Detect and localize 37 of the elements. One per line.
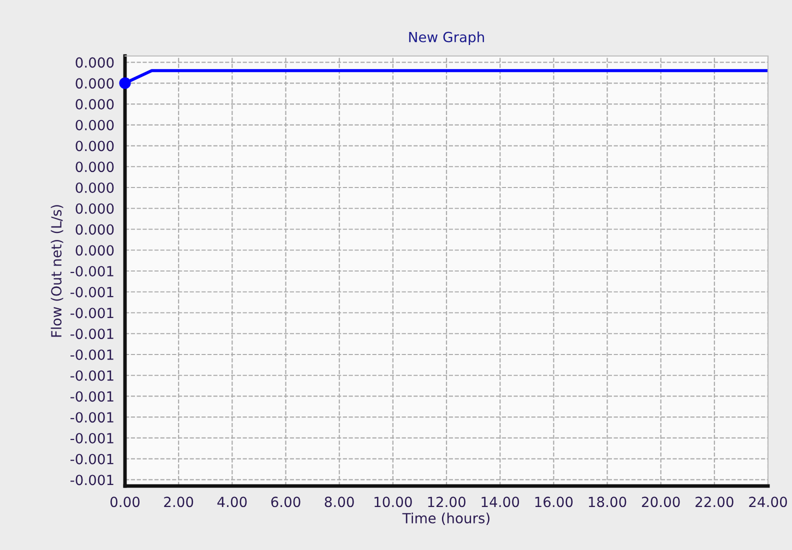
x-tick-label: 2.00 bbox=[164, 496, 194, 508]
y-tick-label: -0.001 bbox=[70, 454, 114, 464]
y-tick-label: -0.001 bbox=[70, 308, 114, 318]
x-tick-label: 0.00 bbox=[110, 496, 140, 508]
y-tick-label: 0.000 bbox=[76, 98, 114, 110]
y-tick-label: -0.001 bbox=[70, 412, 114, 423]
y-tick-label: 0.000 bbox=[76, 140, 114, 152]
y-tick-label: 0.000 bbox=[76, 120, 114, 130]
x-tick-label: 4.00 bbox=[217, 496, 247, 508]
y-tick-label: -0.001 bbox=[70, 432, 114, 444]
y-tick-label: -0.001 bbox=[70, 266, 114, 276]
y-axis-title: Flow (Out net) (L/s) bbox=[50, 205, 64, 337]
x-tick-label: 12.00 bbox=[428, 496, 466, 508]
x-tick-label: 8.00 bbox=[324, 496, 354, 508]
x-tick-label: 16.00 bbox=[535, 496, 573, 508]
y-tick-label: -0.001 bbox=[70, 286, 114, 298]
x-axis-title: Time (hours) bbox=[402, 512, 490, 526]
x-tick-label: 14.00 bbox=[482, 496, 520, 508]
y-tick-label: -0.001 bbox=[70, 391, 114, 402]
x-tick-label: 22.00 bbox=[696, 496, 734, 508]
chart-title: New Graph bbox=[409, 32, 484, 45]
y-tick-label: -0.001 bbox=[70, 370, 114, 381]
y-tick-label: 0.000 bbox=[76, 203, 114, 214]
x-tick-label: 24.00 bbox=[749, 496, 787, 508]
y-tick-label: 0.000 bbox=[76, 162, 114, 172]
x-tick-label: 18.00 bbox=[588, 496, 626, 508]
y-tick-label: -0.001 bbox=[70, 474, 114, 486]
y-tick-label: 0.000 bbox=[76, 57, 114, 68]
x-tick-label: 20.00 bbox=[642, 496, 680, 508]
x-tick-label: 10.00 bbox=[374, 496, 412, 508]
y-tick-label: 0.000 bbox=[76, 245, 114, 256]
y-tick-label: 0.000 bbox=[76, 78, 114, 89]
y-tick-label: 0.000 bbox=[76, 224, 114, 235]
x-tick-label: 6.00 bbox=[271, 496, 300, 508]
y-tick-label: -0.001 bbox=[70, 349, 114, 360]
y-tick-label: 0.000 bbox=[76, 182, 114, 193]
y-tick-label: -0.001 bbox=[70, 328, 114, 340]
